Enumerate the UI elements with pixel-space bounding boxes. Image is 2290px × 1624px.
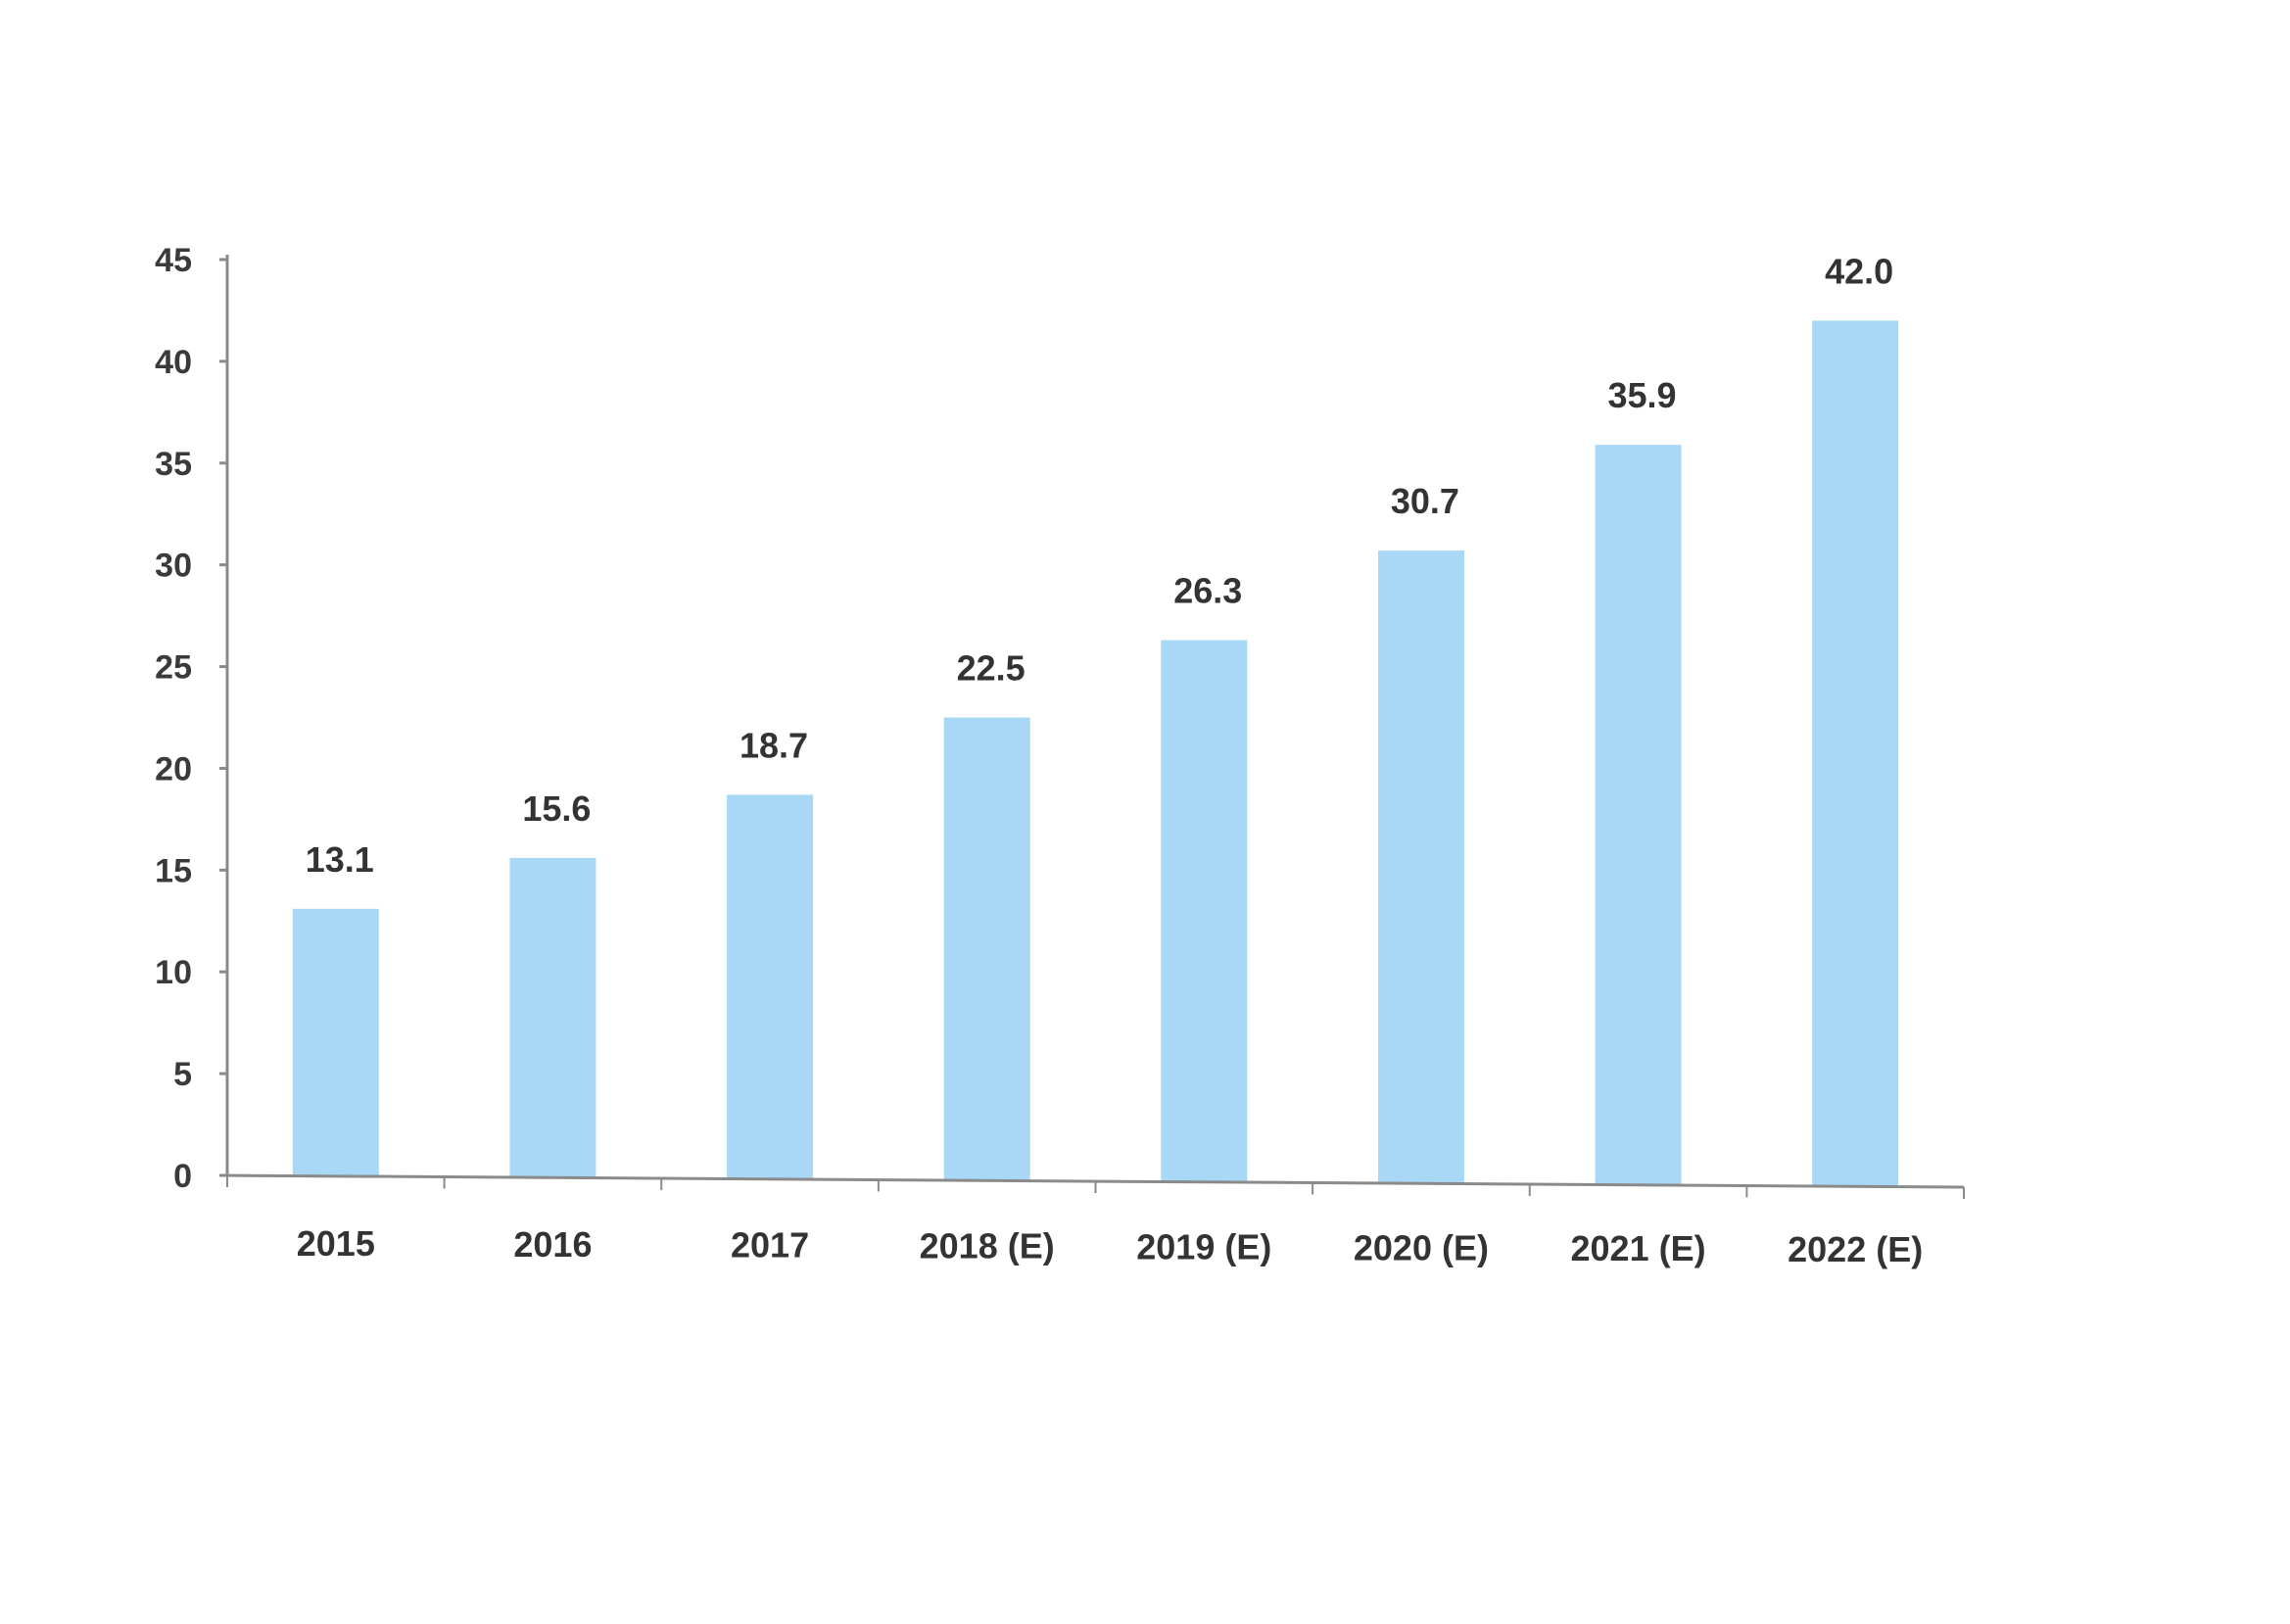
y-tick-label: 35	[155, 446, 192, 483]
x-tick-label: 2019 (E)	[1136, 1226, 1271, 1266]
y-tick-label: 10	[155, 954, 192, 991]
x-tick-label: 2016	[513, 1224, 592, 1265]
bar	[727, 794, 814, 1179]
data-label: 30.7	[1391, 481, 1459, 521]
data-label: 22.5	[957, 648, 1026, 689]
bar	[943, 717, 1030, 1181]
y-tick-label: 40	[155, 344, 192, 381]
y-tick-label: 15	[155, 852, 192, 889]
x-axis-labels: 2015 2016 2017 2018 (E) 2019 (E) 2020 (E) 2021…	[297, 1223, 1923, 1269]
y-tick-label: 5	[173, 1056, 192, 1093]
bar	[292, 908, 379, 1176]
y-tick-label: 0	[173, 1158, 192, 1195]
x-tick-label: 2021 (E)	[1571, 1228, 1706, 1268]
data-label: 42.0	[1825, 251, 1893, 291]
y-tick-label: 25	[155, 649, 192, 687]
data-label: 18.7	[739, 725, 808, 765]
bar	[1161, 640, 1248, 1182]
data-labels: 13.1 15.6 18.7 22.5 26.3 30.7 35.9 42.0	[306, 251, 1893, 879]
data-label: 26.3	[1173, 571, 1242, 611]
x-tick-label: 2020 (E)	[1354, 1227, 1489, 1267]
x-axis-line	[218, 1173, 1965, 1189]
bar	[1595, 445, 1682, 1185]
x-tick-label: 2015	[297, 1223, 375, 1264]
bar	[1812, 320, 1899, 1187]
x-tick-label: 2022 (E)	[1788, 1229, 1923, 1269]
bar	[509, 857, 596, 1178]
y-axis-ticks: 0 5 10 15 20 25 30 35 40 45	[155, 242, 227, 1195]
y-tick-label: 30	[155, 548, 192, 585]
bar	[1377, 550, 1464, 1184]
data-label: 15.6	[522, 788, 591, 829]
y-tick-label: 20	[155, 750, 192, 788]
x-tick-label: 2017	[731, 1225, 809, 1266]
x-axis-tick-marks	[226, 1175, 1965, 1199]
data-label: 13.1	[306, 839, 374, 880]
x-tick-label: 2018 (E)	[920, 1226, 1055, 1266]
bars	[292, 320, 1899, 1187]
data-label: 35.9	[1608, 375, 1677, 415]
y-tick-label: 45	[155, 242, 192, 279]
